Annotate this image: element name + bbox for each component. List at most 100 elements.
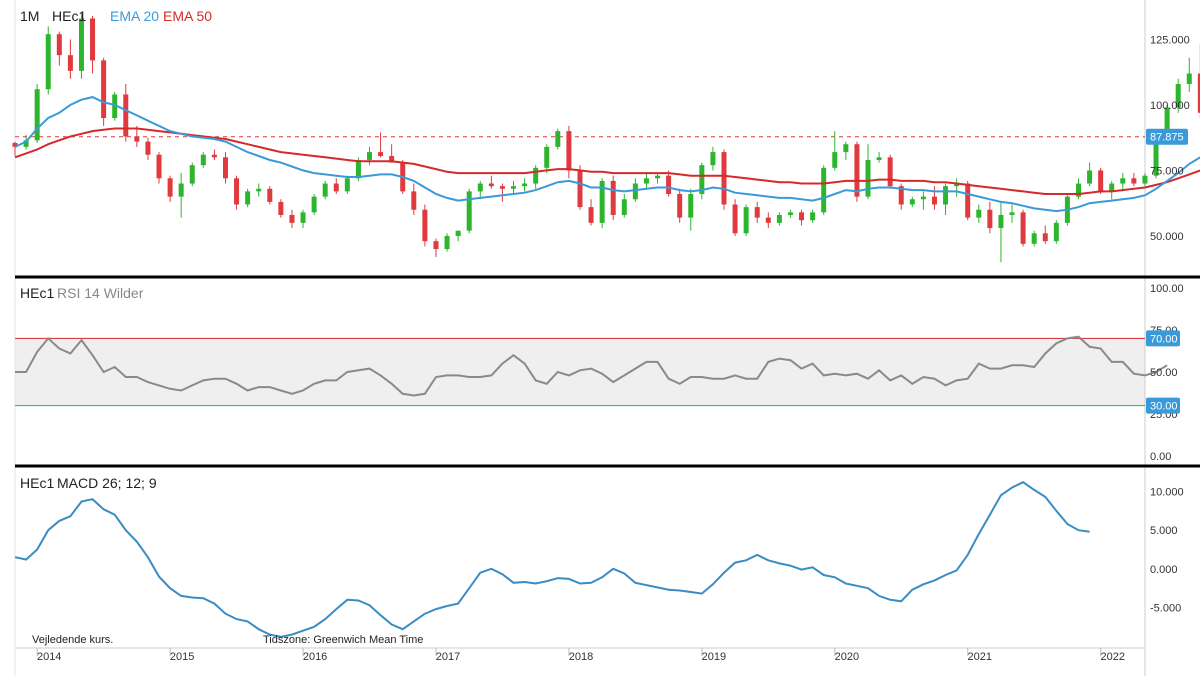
interval-label[interactable]: 1M <box>20 8 39 24</box>
candle-up[interactable] <box>1109 183 1115 192</box>
candle-up[interactable] <box>1120 178 1126 184</box>
candle-down[interactable] <box>278 201 284 215</box>
candle-up[interactable] <box>112 94 118 119</box>
candle-up[interactable] <box>976 209 982 218</box>
candle-up[interactable] <box>189 165 195 184</box>
candle-up[interactable] <box>533 167 539 184</box>
candle-up[interactable] <box>466 191 472 231</box>
candle-down[interactable] <box>1042 233 1048 242</box>
candle-down[interactable] <box>488 183 494 187</box>
candle-up[interactable] <box>300 212 306 223</box>
candle-down[interactable] <box>211 154 217 158</box>
candle-down[interactable] <box>965 183 971 218</box>
candle-up[interactable] <box>1153 133 1159 176</box>
candle-up[interactable] <box>444 235 450 250</box>
candle-up[interactable] <box>200 154 206 166</box>
ema50-legend[interactable]: EMA 50 <box>163 8 212 24</box>
candle-down[interactable] <box>566 131 572 171</box>
candle-down[interactable] <box>1197 73 1200 113</box>
candle-up[interactable] <box>843 144 849 153</box>
candle-down[interactable] <box>411 191 417 210</box>
candle-up[interactable] <box>909 199 915 205</box>
candle-down[interactable] <box>721 152 727 205</box>
candle-up[interactable] <box>920 196 926 200</box>
candle-down[interactable] <box>101 60 107 119</box>
candle-down[interactable] <box>666 175 672 195</box>
candle-down[interactable] <box>677 194 683 218</box>
candle-up[interactable] <box>311 196 317 213</box>
candle-up[interactable] <box>522 183 528 187</box>
candle-down[interactable] <box>854 144 860 197</box>
candle-up[interactable] <box>23 140 29 147</box>
candle-down[interactable] <box>167 178 173 197</box>
candle-down[interactable] <box>588 207 594 223</box>
candle-up[interactable] <box>1142 175 1148 184</box>
candle-up[interactable] <box>34 89 40 141</box>
candle-down[interactable] <box>333 183 339 192</box>
candle-down[interactable] <box>134 136 140 142</box>
candle-down[interactable] <box>56 34 62 56</box>
candle-up[interactable] <box>1031 233 1037 244</box>
rsi-line[interactable] <box>15 335 1168 397</box>
candle-up[interactable] <box>954 183 960 187</box>
candle-up[interactable] <box>655 175 661 179</box>
candle-up[interactable] <box>511 186 517 189</box>
candle-up[interactable] <box>621 199 627 215</box>
candle-down[interactable] <box>389 156 395 163</box>
candle-down[interactable] <box>887 157 893 187</box>
candle-down[interactable] <box>765 217 771 223</box>
candle-down[interactable] <box>156 154 162 179</box>
candle-up[interactable] <box>78 18 84 71</box>
candle-down[interactable] <box>1131 178 1137 184</box>
candle-up[interactable] <box>810 212 816 221</box>
ema50-line[interactable] <box>14 127 1200 195</box>
candle-up[interactable] <box>45 34 51 90</box>
candle-up[interactable] <box>699 165 705 195</box>
candle-up[interactable] <box>643 178 649 184</box>
candle-down[interactable] <box>499 186 505 189</box>
candle-down[interactable] <box>732 204 738 234</box>
candle-up[interactable] <box>787 212 793 215</box>
candle-up[interactable] <box>1175 83 1181 108</box>
candle-up[interactable] <box>344 178 350 192</box>
candle-up[interactable] <box>1075 183 1081 197</box>
candle-up[interactable] <box>366 152 372 160</box>
ema20-legend[interactable]: EMA 20 <box>110 8 159 24</box>
candle-up[interactable] <box>1186 73 1192 84</box>
candle-down[interactable] <box>433 241 439 250</box>
macd-symbol-label[interactable]: HEc1 <box>20 475 54 491</box>
candle-down[interactable] <box>987 209 993 229</box>
candle-up[interactable] <box>599 180 605 223</box>
candle-up[interactable] <box>876 157 882 160</box>
candle-up[interactable] <box>555 131 561 147</box>
candle-up[interactable] <box>1053 222 1059 242</box>
candle-up[interactable] <box>256 188 262 192</box>
candle-up[interactable] <box>477 183 483 192</box>
candle-down[interactable] <box>610 180 616 215</box>
rsi-symbol-label[interactable]: HEc1 <box>20 285 54 301</box>
candle-up[interactable] <box>943 186 949 205</box>
candle-down[interactable] <box>234 178 240 205</box>
candle-down[interactable] <box>222 157 228 179</box>
candle-down[interactable] <box>145 141 151 155</box>
ema20-line[interactable] <box>14 96 1200 213</box>
price-symbol-label[interactable]: HEc1 <box>52 8 86 24</box>
candle-down[interactable] <box>422 209 428 242</box>
candle-up[interactable] <box>776 214 782 223</box>
candle-up[interactable] <box>998 214 1004 229</box>
rsi-indicator-label[interactable]: RSI 14 Wilder <box>57 285 144 301</box>
candle-up[interactable] <box>355 159 361 179</box>
candle-down[interactable] <box>67 55 73 71</box>
candle-up[interactable] <box>1087 170 1093 184</box>
candle-up[interactable] <box>1009 212 1015 215</box>
candle-down[interactable] <box>289 214 295 223</box>
candle-down[interactable] <box>931 196 937 205</box>
candle-up[interactable] <box>1164 107 1170 134</box>
candle-up[interactable] <box>322 183 328 197</box>
candle-up[interactable] <box>710 152 716 166</box>
candle-down[interactable] <box>799 212 805 221</box>
candle-down[interactable] <box>1020 212 1026 244</box>
candle-up[interactable] <box>743 207 749 234</box>
candle-up[interactable] <box>821 167 827 213</box>
candle-up[interactable] <box>832 152 838 168</box>
